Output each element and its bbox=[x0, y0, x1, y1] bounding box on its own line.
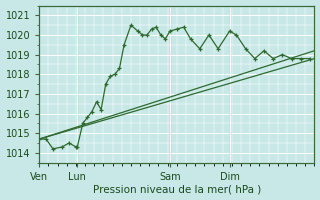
X-axis label: Pression niveau de la mer( hPa ): Pression niveau de la mer( hPa ) bbox=[93, 184, 261, 194]
